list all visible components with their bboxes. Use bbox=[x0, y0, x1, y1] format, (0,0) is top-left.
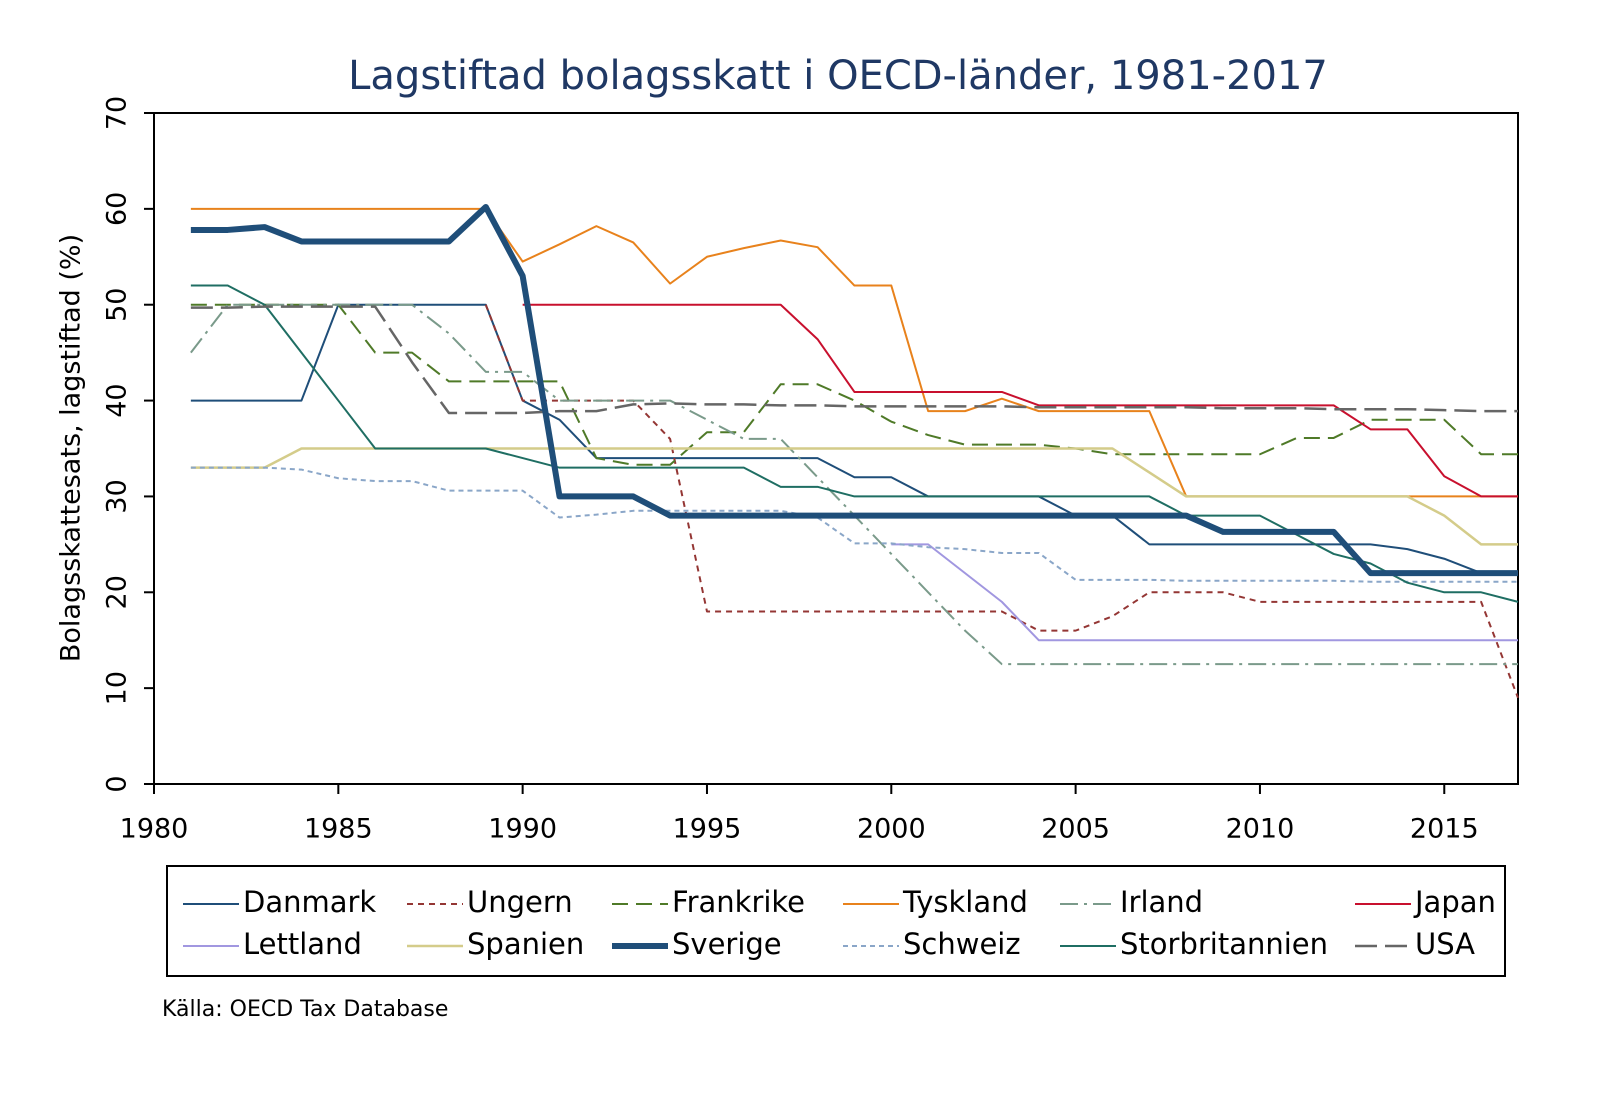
x-tick-label: 1980 bbox=[120, 814, 189, 845]
y-tick-label: 10 bbox=[102, 671, 133, 705]
legend-label: Schweiz bbox=[903, 927, 1021, 961]
x-tick-label: 1990 bbox=[488, 814, 557, 845]
legend-label: Danmark bbox=[243, 885, 376, 919]
y-tick-label: 30 bbox=[102, 479, 133, 513]
series-line bbox=[190, 303, 1518, 666]
source-note: Källa: OECD Tax Database bbox=[162, 997, 448, 1022]
series-line bbox=[891, 543, 1518, 642]
y-tick-label: 60 bbox=[102, 192, 133, 226]
x-tick-label: 1995 bbox=[673, 814, 742, 845]
legend-label: Tyskland bbox=[902, 885, 1028, 919]
x-tick-label: 2010 bbox=[1226, 814, 1295, 845]
legend-label: Spanien bbox=[467, 927, 584, 961]
legend-label: USA bbox=[1415, 927, 1475, 961]
x-tick-label: 1985 bbox=[304, 814, 373, 845]
x-tick-label: 2005 bbox=[1041, 814, 1110, 845]
legend-label: Sverige bbox=[672, 927, 782, 961]
series-line bbox=[484, 304, 1519, 699]
legend-label: Lettland bbox=[243, 927, 362, 961]
y-tick-label: 20 bbox=[102, 575, 133, 609]
x-tick-label: 2000 bbox=[857, 814, 926, 845]
y-axis-label: Bolagsskattesats, lagstiftad (%) bbox=[56, 234, 87, 662]
series-line bbox=[190, 303, 1518, 466]
y-tick-label: 0 bbox=[102, 775, 133, 792]
series-line bbox=[190, 284, 1519, 603]
legend-label: Japan bbox=[1413, 885, 1496, 919]
legend-box bbox=[166, 865, 1506, 977]
plot-frame bbox=[153, 112, 1519, 785]
legend-label: Ungern bbox=[467, 885, 573, 919]
series-line bbox=[190, 466, 1518, 583]
x-tick-label: 2015 bbox=[1410, 814, 1479, 845]
chart-title: Lagstiftad bolagsskatt i OECD-länder, 19… bbox=[348, 53, 1328, 99]
y-tick-label: 40 bbox=[102, 383, 133, 417]
series-line bbox=[522, 303, 1518, 498]
legend-label: Irland bbox=[1120, 885, 1203, 919]
legend-label: Frankrike bbox=[672, 885, 805, 919]
y-tick-label: 70 bbox=[102, 96, 133, 130]
y-tick-label: 50 bbox=[102, 288, 133, 322]
series-line bbox=[190, 305, 1518, 415]
legend-label: Storbritannien bbox=[1120, 927, 1328, 961]
series-line bbox=[190, 203, 1518, 577]
